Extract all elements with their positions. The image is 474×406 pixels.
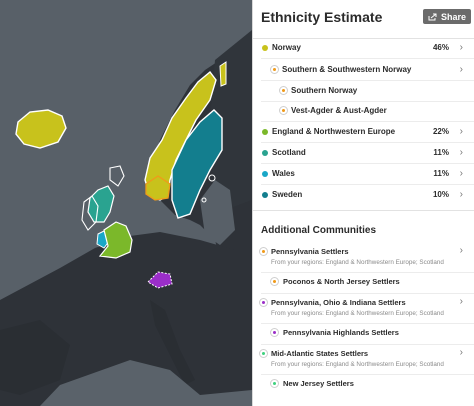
panel-header: Ethnicity Estimate Share bbox=[261, 0, 473, 38]
chevron-right-icon: › bbox=[459, 147, 463, 158]
subregion-row-southern-norway[interactable]: Southern Norway bbox=[253, 81, 474, 102]
community-label: Pennsylvania Highlands Settlers bbox=[283, 328, 399, 337]
community-label: Pennsylvania, Ohio & Indiana Settlers bbox=[271, 298, 406, 307]
chevron-right-icon: › bbox=[459, 64, 463, 75]
subregion-row-vest-agder[interactable]: Vest-Agder & Aust-Agder bbox=[253, 101, 474, 122]
scotland-dot-icon bbox=[262, 150, 268, 156]
chevron-right-icon: › bbox=[459, 347, 463, 358]
community-from-text: From your regions: England & Northwester… bbox=[271, 259, 444, 266]
share-button[interactable]: Share bbox=[422, 9, 471, 24]
england-region bbox=[98, 221, 133, 259]
region-label: Sweden bbox=[272, 190, 303, 199]
shetland-outline bbox=[109, 165, 125, 187]
chevron-right-icon: › bbox=[459, 126, 463, 137]
subregion-ring-icon bbox=[270, 65, 279, 74]
community-ring-icon bbox=[259, 349, 268, 358]
community-ring-icon bbox=[270, 277, 279, 286]
region-label: England & Northwestern Europe bbox=[272, 127, 396, 136]
page-title: Ethnicity Estimate bbox=[261, 9, 383, 25]
bornholm-outline bbox=[201, 197, 207, 203]
subregion-row-southern-southwestern-norway[interactable]: Southern & Southwestern Norway › bbox=[253, 60, 474, 81]
chevron-right-icon: › bbox=[459, 189, 463, 200]
community-row-poconos[interactable]: Poconos & North Jersey Settlers bbox=[253, 273, 474, 294]
ireland-outline bbox=[81, 195, 99, 231]
sweden-dot-icon bbox=[262, 192, 268, 198]
norway-north-strip bbox=[219, 61, 227, 87]
region-row-norway[interactable]: Norway 46% › bbox=[253, 38, 474, 59]
iceland-region bbox=[15, 109, 67, 149]
region-row-wales[interactable]: Wales 11% › bbox=[253, 164, 474, 185]
region-percent: 10% bbox=[432, 190, 449, 199]
section-divider bbox=[253, 210, 474, 211]
community-label: Pennsylvania Settlers bbox=[271, 247, 349, 256]
community-from-text: From your regions: England & Northwester… bbox=[271, 310, 444, 317]
region-percent: 46% bbox=[432, 43, 449, 52]
wales-dot-icon bbox=[262, 171, 268, 177]
subregion-label: Vest-Agder & Aust-Agder bbox=[291, 106, 387, 115]
region-row-scotland[interactable]: Scotland 11% › bbox=[253, 143, 474, 164]
region-row-sweden[interactable]: Sweden 10% › bbox=[253, 185, 474, 206]
community-label: Poconos & North Jersey Settlers bbox=[283, 277, 400, 286]
subregion-ring-icon bbox=[279, 106, 288, 115]
southern-norway-region bbox=[145, 175, 171, 201]
iberia-land bbox=[0, 320, 70, 395]
community-row-new-jersey[interactable]: New Jersey Settlers bbox=[253, 375, 474, 396]
ethnicity-map[interactable] bbox=[0, 0, 252, 406]
share-label: Share bbox=[440, 11, 466, 22]
baltic-water bbox=[200, 180, 235, 245]
subregion-label: Southern Norway bbox=[291, 86, 358, 95]
mediterranean-water bbox=[40, 360, 252, 406]
ethnicity-panel: Ethnicity Estimate Share Norway 46% › So… bbox=[252, 0, 474, 406]
region-percent: 11% bbox=[433, 169, 449, 178]
header-divider bbox=[253, 38, 474, 39]
italy-land bbox=[150, 300, 195, 385]
region-label: Wales bbox=[272, 169, 295, 178]
community-ring-icon bbox=[259, 247, 268, 256]
community-from-text: From your regions: England & Northwester… bbox=[271, 361, 444, 368]
communities-title: Additional Communities bbox=[261, 225, 376, 236]
chevron-right-icon: › bbox=[459, 168, 463, 179]
europe-map-graphic bbox=[0, 30, 252, 406]
community-ring-icon bbox=[270, 379, 279, 388]
region-percent: 11% bbox=[433, 148, 449, 157]
community-label: Mid-Atlantic States Settlers bbox=[271, 349, 369, 358]
community-row-pennsylvania-settlers[interactable]: Pennsylvania Settlers From your regions:… bbox=[253, 243, 474, 273]
subregion-ring-icon bbox=[279, 86, 288, 95]
sweden-region bbox=[171, 109, 223, 219]
scotland-region bbox=[87, 185, 115, 223]
community-ring-icon bbox=[259, 298, 268, 307]
community-row-pennsylvania-highlands[interactable]: Pennsylvania Highlands Settlers bbox=[253, 324, 474, 345]
gotland-outline bbox=[208, 174, 216, 182]
community-label: New Jersey Settlers bbox=[283, 379, 354, 388]
region-row-england[interactable]: England & Northwestern Europe 22% › bbox=[253, 122, 474, 143]
community-outline bbox=[147, 271, 173, 289]
community-row-pennsylvania-ohio-indiana[interactable]: Pennsylvania, Ohio & Indiana Settlers Fr… bbox=[253, 294, 474, 324]
region-label: Scotland bbox=[272, 148, 306, 157]
chevron-right-icon: › bbox=[459, 245, 463, 256]
subregion-label: Southern & Southwestern Norway bbox=[282, 65, 412, 74]
region-percent: 22% bbox=[432, 127, 449, 136]
share-icon bbox=[428, 13, 437, 21]
community-ring-icon bbox=[270, 328, 279, 337]
community-row-mid-atlantic[interactable]: Mid-Atlantic States Settlers From your r… bbox=[253, 345, 474, 375]
norway-dot-icon bbox=[262, 45, 268, 51]
england-dot-icon bbox=[262, 129, 268, 135]
region-label: Norway bbox=[272, 43, 301, 52]
chevron-right-icon: › bbox=[459, 296, 463, 307]
chevron-right-icon: › bbox=[459, 42, 463, 53]
